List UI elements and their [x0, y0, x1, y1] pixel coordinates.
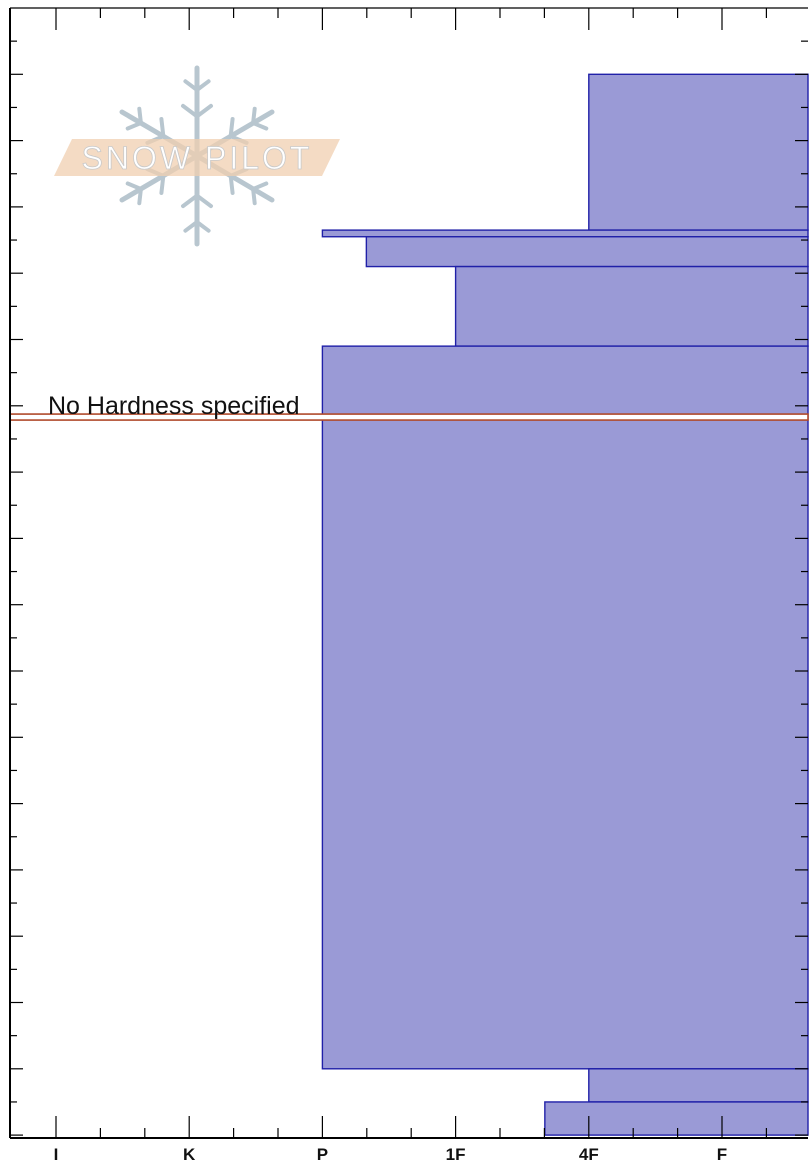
x-tick-label-F: F	[717, 1145, 727, 1164]
axes	[9, 7, 808, 1139]
x-tick-label-1F: 1F	[446, 1145, 466, 1164]
marker-label: No Hardness specified	[48, 392, 300, 420]
layer-bar-4	[365, 236, 809, 268]
x-tick-labels: I K P 1F 4F F	[54, 1145, 728, 1164]
x-tick-label-K: K	[183, 1145, 196, 1164]
layer-bar-8	[544, 1101, 809, 1136]
snow-pilot-logo: SNOW PILOT	[54, 65, 340, 247]
layer-bar-5	[454, 265, 809, 347]
layers	[321, 73, 809, 1136]
x-tick-label-I: I	[54, 1145, 59, 1164]
x-tick-label-P: P	[317, 1145, 328, 1164]
layer-bar-3	[321, 229, 809, 238]
layer-bar-7	[588, 1068, 809, 1103]
layer-bar-2	[588, 73, 809, 231]
x-tick-label-4F: 4F	[579, 1145, 599, 1164]
logo-band	[54, 139, 340, 176]
layer-bar-6	[321, 345, 809, 1070]
logo-text: SNOW PILOT	[82, 140, 313, 176]
